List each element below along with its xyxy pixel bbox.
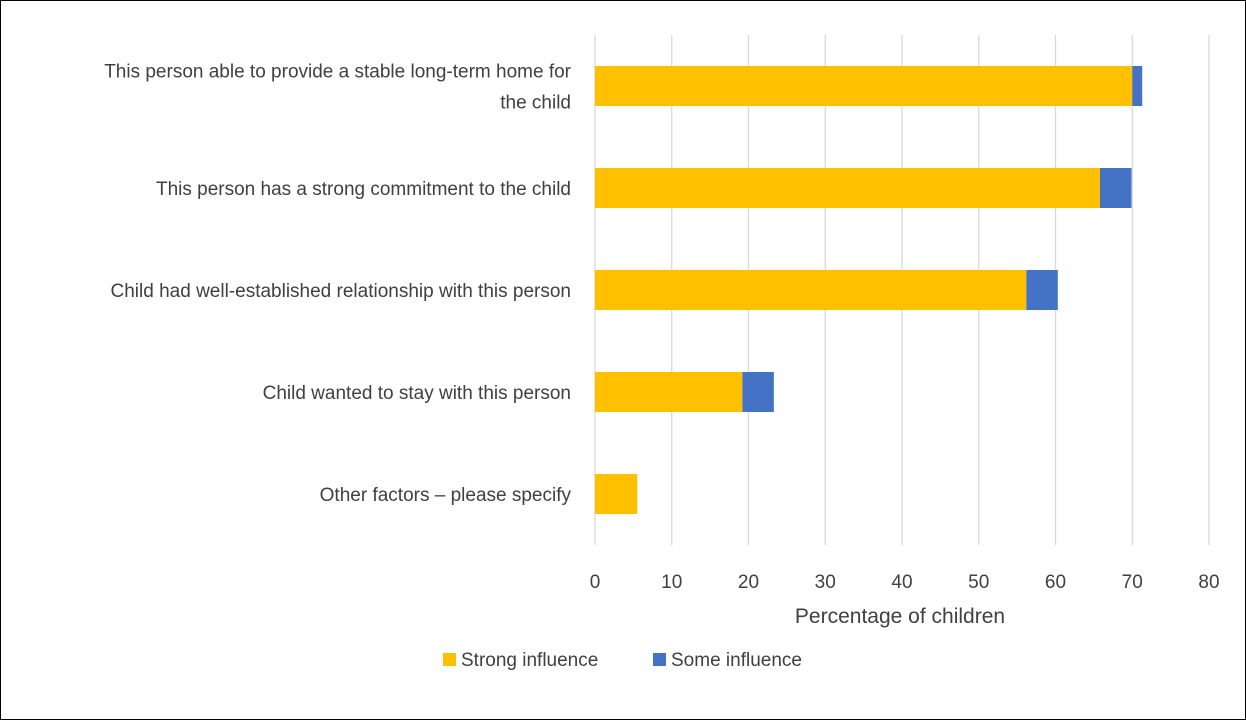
legend-label-some-influence: Some influence <box>671 650 802 671</box>
category-label: Child had well-established relationship … <box>111 281 571 302</box>
bar-some-influence <box>742 372 774 412</box>
category-label: the child <box>500 93 571 114</box>
bar-some-influence <box>1026 270 1058 310</box>
bar-some-influence <box>1100 168 1132 208</box>
category-label: Other factors – please specify <box>320 485 572 506</box>
x-tick-label: 50 <box>968 572 989 593</box>
x-axis-title: Percentage of children <box>795 605 1005 628</box>
legend: Strong influence Some influence <box>443 650 802 671</box>
category-label: This person has a strong commitment to t… <box>156 179 571 200</box>
category-label: This person able to provide a stable lon… <box>104 62 571 83</box>
gridlines <box>594 35 1210 545</box>
x-tick-label: 40 <box>891 572 912 593</box>
category-labels: This person able to provide a stable lon… <box>104 62 571 507</box>
bars <box>595 66 1143 514</box>
bar-strong-influence <box>595 474 638 514</box>
category-label: Child wanted to stay with this person <box>263 383 571 404</box>
bar-some-influence <box>1132 66 1143 106</box>
x-tick-label: 10 <box>661 572 682 593</box>
bar-strong-influence <box>595 372 743 412</box>
legend-swatch-strong-influence <box>443 653 456 666</box>
x-tick-label: 20 <box>738 572 759 593</box>
x-tick-label: 80 <box>1198 572 1219 593</box>
x-tick-labels: 0 10 20 30 40 50 60 70 80 <box>590 572 1220 593</box>
x-tick-label: 70 <box>1122 572 1143 593</box>
x-tick-label: 0 <box>590 572 601 593</box>
bar-strong-influence <box>595 66 1133 106</box>
legend-swatch-some-influence <box>653 653 666 666</box>
x-tick-label: 60 <box>1045 572 1066 593</box>
x-tick-label: 30 <box>815 572 836 593</box>
bar-strong-influence <box>595 168 1101 208</box>
bar-strong-influence <box>595 270 1027 310</box>
legend-label-strong-influence: Strong influence <box>461 650 598 671</box>
